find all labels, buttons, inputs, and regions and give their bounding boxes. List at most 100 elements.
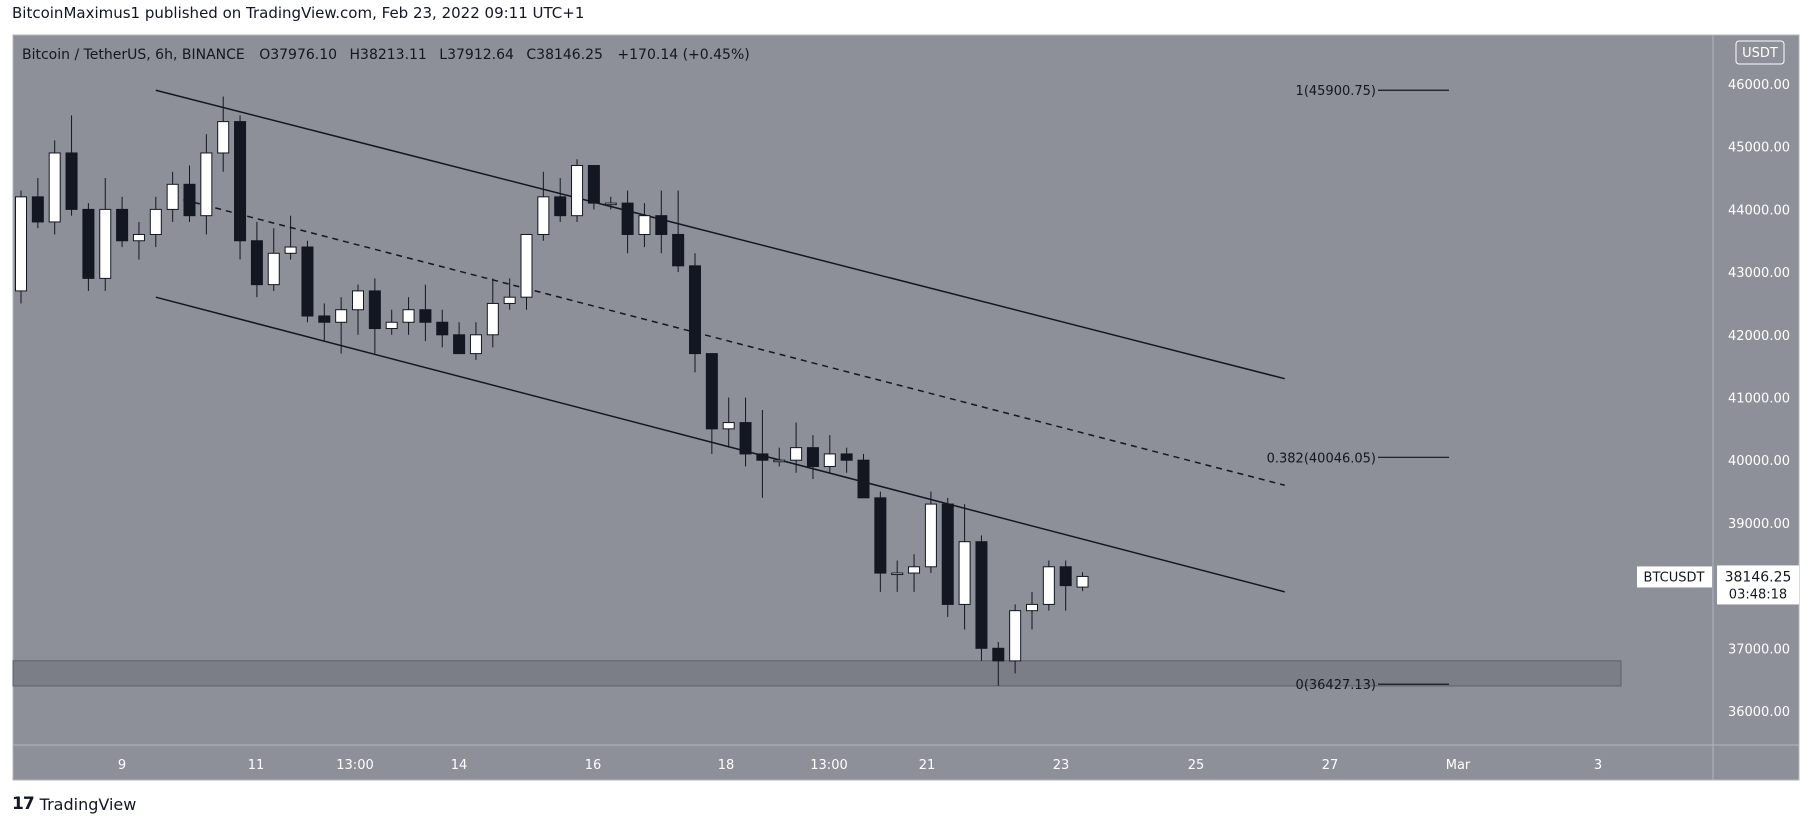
bar-countdown-label: 03:48:18 [1729,587,1787,602]
candle[interactable] [773,447,786,467]
candle[interactable] [806,435,819,480]
candle[interactable] [318,303,331,342]
price-axis-area[interactable] [1713,35,1799,745]
tradingview-logo-mark: 17 [12,794,35,814]
candle[interactable] [941,497,954,617]
candle-body [234,121,247,242]
candle[interactable] [823,435,836,473]
plot-area[interactable] [13,35,1713,745]
candle[interactable] [284,215,297,260]
candle[interactable] [217,96,230,172]
candle[interactable] [587,165,600,210]
candle[interactable] [183,165,196,222]
candle-body [200,152,213,217]
candle[interactable] [1076,572,1089,592]
candle[interactable] [689,253,701,373]
tradingview-logo[interactable]: 17 TradingView [12,793,136,815]
time-axis-tick: 25 [1188,758,1205,773]
candle[interactable] [638,203,651,248]
candle[interactable] [31,178,44,229]
candle-body [520,233,533,298]
candle[interactable] [1042,560,1055,611]
last-price-box [1717,565,1799,605]
candle[interactable] [924,491,937,574]
candle[interactable] [402,297,415,335]
candle[interactable] [857,453,870,499]
channel-upper-line[interactable] [155,89,1285,380]
candle[interactable] [1026,591,1038,630]
candle[interactable] [621,190,634,254]
candle[interactable] [99,178,112,291]
candle[interactable] [65,115,78,216]
candle[interactable] [571,159,584,222]
candle-body [604,202,617,206]
candle[interactable] [672,190,685,273]
candle[interactable] [132,221,145,260]
candle[interactable] [503,278,516,310]
candle[interactable] [116,196,129,248]
candle[interactable] [368,278,381,354]
time-axis-area[interactable] [13,745,1713,780]
candle[interactable] [520,233,533,310]
candle[interactable] [234,115,247,260]
time-axis-tick: Mar [1446,758,1471,773]
candle[interactable] [705,353,718,454]
candle[interactable] [335,297,348,354]
candle[interactable] [739,397,752,467]
candle[interactable] [790,422,803,473]
price-axis-tick: 42000.00 [1728,329,1790,344]
candle[interactable] [352,284,364,335]
time-axis-tick: 21 [919,758,936,773]
candle[interactable] [166,171,179,222]
currency-badge[interactable]: USDT [1735,40,1785,65]
candle[interactable] [48,140,61,235]
candle-body [402,309,415,323]
last-price-label: 38146.25 [1725,569,1792,585]
candle[interactable] [655,190,668,254]
legend-high-value: 38213.11 [360,47,427,63]
candle[interactable] [1009,604,1022,674]
candle-body [705,353,718,430]
candle[interactable] [992,642,1005,686]
candle[interactable] [385,309,398,335]
candle[interactable] [554,178,567,222]
candle[interactable] [200,134,213,235]
candle[interactable] [958,504,971,630]
candle-body [790,447,803,461]
candle-body [571,165,584,217]
legend-high-label: H [350,47,361,63]
candle[interactable] [722,397,735,448]
candle[interactable] [301,240,314,323]
candle[interactable] [15,190,27,304]
channel-mid-line[interactable] [172,196,1285,487]
candle[interactable] [874,491,887,592]
candle-body [924,503,937,568]
candle[interactable] [486,278,499,348]
candle[interactable] [975,535,988,661]
candle[interactable] [537,171,550,241]
candle[interactable] [756,410,769,498]
candle[interactable] [82,203,95,291]
candle[interactable] [267,228,280,291]
candle[interactable] [419,284,432,342]
support-zone[interactable] [12,660,1622,687]
candle-body [469,334,482,355]
candle[interactable] [604,196,617,210]
candle[interactable] [840,447,853,473]
candle[interactable] [908,554,921,592]
symbol-tag-box [1637,566,1712,588]
candle-body [823,453,836,467]
price-axis-tick: 40000.00 [1728,454,1790,469]
price-axis-tick: 46000.00 [1728,78,1790,93]
candle[interactable] [250,221,263,298]
channel-lower-line[interactable] [155,296,1285,593]
candle[interactable] [436,309,449,348]
candle[interactable] [149,196,162,248]
candle[interactable] [469,322,482,360]
candle-body [65,152,78,210]
candle[interactable] [453,322,466,355]
chart-frame [12,34,1800,781]
candle[interactable] [891,560,904,592]
candle[interactable] [1059,560,1072,611]
